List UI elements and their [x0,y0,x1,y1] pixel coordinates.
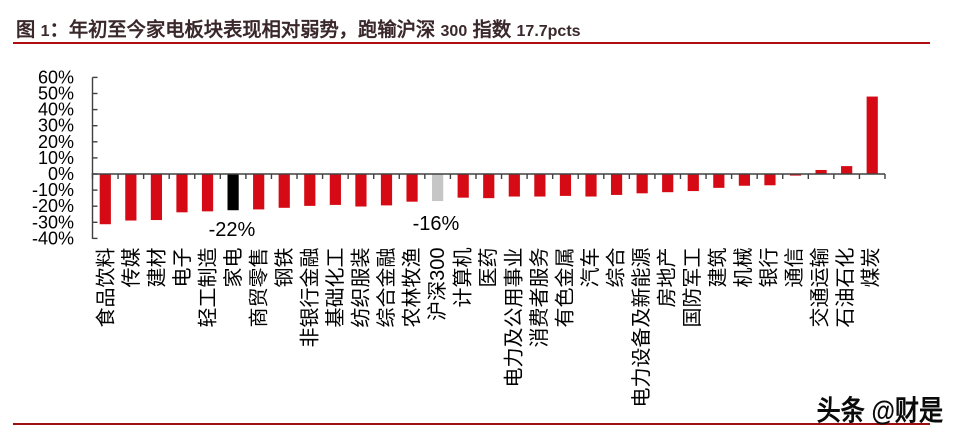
svg-text:非银行金融: 非银行金融 [299,248,322,348]
svg-text:食品饮料: 食品饮料 [95,248,118,328]
svg-text:通信: 通信 [783,248,806,288]
svg-text:基础化工: 基础化工 [324,248,347,328]
svg-text:汽车: 汽车 [579,248,602,288]
svg-text:沪深300: 沪深300 [426,248,449,321]
svg-text:综合: 综合 [605,248,628,288]
svg-text:纺织服装: 纺织服装 [350,248,373,328]
svg-text:医药: 医药 [477,248,500,288]
svg-text:-20%: -20% [32,196,74,216]
svg-text:30%: 30% [38,116,74,136]
svg-text:10%: 10% [38,148,74,168]
svg-text:国防军工: 国防军工 [681,248,704,328]
svg-text:计算机: 计算机 [452,248,475,308]
svg-text:农林牧渔: 农林牧渔 [401,248,424,328]
svg-text:有色金属: 有色金属 [554,248,577,328]
svg-text:-16%: -16% [413,213,460,235]
svg-text:-40%: -40% [32,228,74,248]
svg-text:50%: 50% [38,84,74,104]
svg-text:机械: 机械 [732,248,755,288]
svg-text:60%: 60% [38,67,74,87]
svg-text:传媒: 传媒 [120,248,143,288]
svg-text:商贸零售: 商贸零售 [248,248,271,328]
svg-text:-10%: -10% [32,180,74,200]
svg-text:消费者服务: 消费者服务 [528,248,551,348]
svg-text:轻工制造: 轻工制造 [197,248,220,328]
svg-text:电力设备及新能源: 电力设备及新能源 [630,248,653,408]
svg-text:房地产: 房地产 [656,248,679,308]
svg-text:钢铁: 钢铁 [273,248,296,288]
svg-text:-30%: -30% [32,212,74,232]
svg-text:综合金融: 综合金融 [375,248,398,328]
svg-text:煤炭: 煤炭 [860,248,883,288]
svg-text:交通运输: 交通运输 [809,248,832,328]
svg-text:银行: 银行 [758,248,781,288]
svg-text:电力及公用事业: 电力及公用事业 [503,248,526,388]
svg-text:家电: 家电 [222,248,245,288]
svg-text:-22%: -22% [209,219,256,241]
svg-text:石油石化: 石油石化 [834,248,857,328]
svg-text:电子: 电子 [171,248,194,288]
svg-text:建筑: 建筑 [707,248,730,288]
svg-text:20%: 20% [38,132,74,152]
svg-text:建材: 建材 [146,248,169,288]
svg-text:40%: 40% [38,100,74,120]
svg-text:0%: 0% [48,164,74,184]
